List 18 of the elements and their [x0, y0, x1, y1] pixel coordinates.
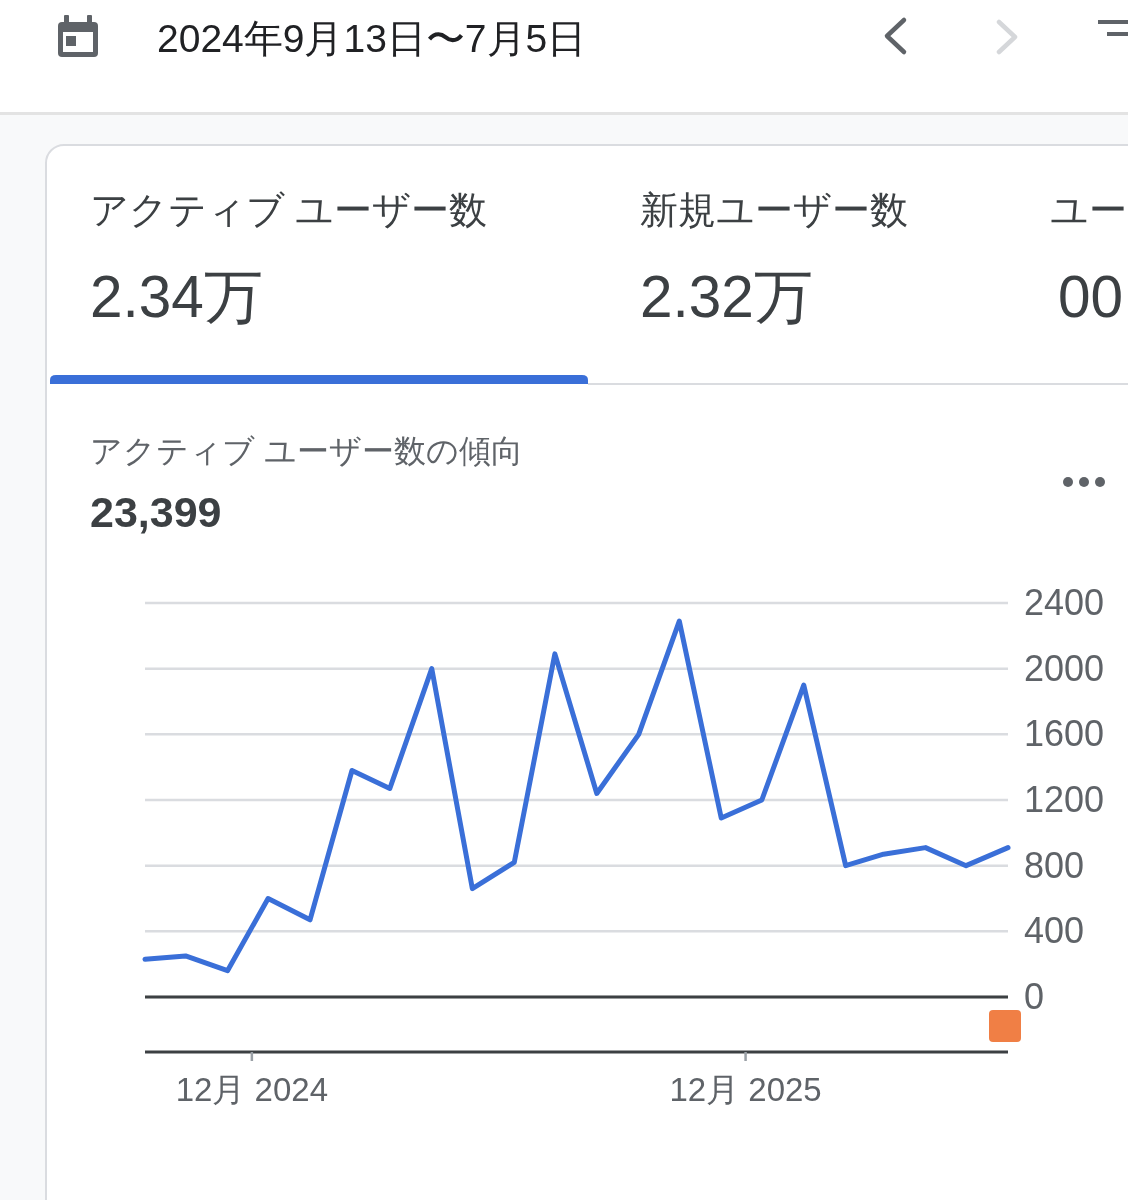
x-tick-label: 12月 2024	[175, 1071, 329, 1108]
text: 2.34万	[90, 264, 263, 329]
y-tick-label: 1200	[1024, 779, 1105, 820]
chart-subtitle: 23,399	[90, 488, 222, 536]
chart-title: アクティブ ユーザー数の傾向	[90, 433, 523, 469]
y-tick-label: 1600	[1024, 713, 1105, 755]
text: 2.32万	[640, 264, 813, 329]
text: ユー	[1050, 189, 1127, 231]
text: アクティブ ユーザー数	[90, 189, 488, 231]
y-tick-label: 800	[1024, 844, 1085, 886]
y-tick-label: 400	[1024, 910, 1085, 952]
y-tick-label: 2000	[1024, 647, 1105, 689]
y-tick-label: 2400	[1024, 582, 1105, 623]
text: 2024年9月13日〜7月5日	[157, 17, 587, 60]
text: 新規ユーザー数	[640, 189, 908, 231]
x-tick-label: 12月 2025	[669, 1071, 822, 1108]
text: 00	[1058, 264, 1124, 329]
y-tick-label: 0	[1024, 976, 1045, 1017]
